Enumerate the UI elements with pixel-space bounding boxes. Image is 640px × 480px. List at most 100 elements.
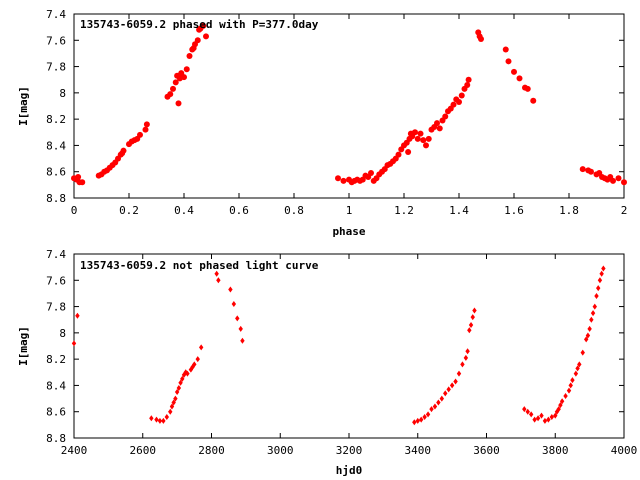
data-point bbox=[443, 390, 448, 397]
y-tick-label: 7.6 bbox=[46, 274, 66, 287]
y-tick-label: 7.4 bbox=[46, 248, 66, 261]
data-point bbox=[580, 349, 585, 356]
x-tick-label: 0.8 bbox=[284, 204, 304, 217]
data-point bbox=[173, 395, 178, 402]
data-point bbox=[231, 300, 237, 307]
tick-marks bbox=[73, 13, 625, 199]
data-point bbox=[464, 81, 471, 88]
x-axis-label: phase bbox=[332, 225, 365, 238]
data-point bbox=[553, 412, 558, 419]
data-point bbox=[75, 173, 82, 180]
y-tick-label: 8 bbox=[59, 87, 66, 100]
chart-title: 135743-6059.2 phased with P=377.0day bbox=[80, 18, 319, 31]
y-tick-label: 7.8 bbox=[46, 61, 66, 74]
data-point bbox=[587, 325, 592, 332]
data-point bbox=[143, 121, 150, 128]
data-point bbox=[594, 293, 599, 300]
data-point bbox=[530, 97, 537, 104]
data-point bbox=[524, 85, 531, 92]
data-point bbox=[425, 135, 432, 142]
data-point bbox=[573, 370, 579, 377]
data-point bbox=[71, 340, 77, 347]
y-tick-label: 8.2 bbox=[46, 353, 66, 366]
data-point bbox=[238, 325, 243, 332]
y-tick-label: 8.6 bbox=[46, 406, 66, 419]
x-tick-label: 4000 bbox=[611, 444, 638, 457]
data-point bbox=[467, 327, 472, 334]
data-point bbox=[434, 120, 440, 127]
data-point bbox=[568, 382, 573, 389]
data-point bbox=[418, 416, 424, 423]
data-point bbox=[542, 417, 548, 424]
data-point bbox=[502, 46, 509, 53]
x-tick-label: 0.4 bbox=[174, 204, 194, 217]
data-point bbox=[185, 370, 190, 377]
y-tick-label: 8.6 bbox=[46, 166, 66, 179]
data-point bbox=[240, 337, 245, 344]
x-tick-label: 0.6 bbox=[229, 204, 249, 217]
data-point bbox=[588, 168, 594, 175]
data-point bbox=[436, 125, 443, 132]
data-point bbox=[558, 402, 563, 409]
data-point bbox=[446, 386, 451, 393]
data-point bbox=[577, 361, 582, 368]
x-tick-labels: 2400 2600 2800 3000 3200 3400 3600 3800 4000 bbox=[61, 444, 638, 457]
data-point bbox=[458, 92, 465, 99]
x-tick-label: 1 bbox=[346, 204, 353, 217]
x-tick-label: 1.2 bbox=[394, 204, 414, 217]
data-point bbox=[468, 321, 474, 328]
data-point bbox=[453, 378, 458, 385]
data-point bbox=[142, 126, 149, 133]
data-point bbox=[417, 130, 424, 137]
data-point bbox=[200, 22, 207, 29]
data-point bbox=[525, 408, 530, 415]
data-point bbox=[535, 415, 541, 422]
data-point bbox=[186, 53, 193, 60]
data-point bbox=[575, 365, 580, 372]
data-point bbox=[180, 375, 185, 382]
data-point bbox=[368, 170, 374, 177]
data-point bbox=[432, 403, 438, 410]
y-tick-label: 8 bbox=[59, 327, 66, 340]
data-point bbox=[395, 151, 402, 158]
y-tick-label: 7.8 bbox=[46, 301, 66, 314]
y-tick-label: 8.8 bbox=[46, 432, 66, 445]
data-point bbox=[450, 101, 457, 108]
x-tick-labels: 0 0.2 0.4 0.6 0.8 1 1.2 1.4 1.6 1.8 2 bbox=[71, 204, 628, 217]
data-point bbox=[599, 270, 604, 277]
data-points bbox=[71, 265, 606, 426]
data-point bbox=[157, 417, 163, 424]
data-point bbox=[415, 417, 420, 424]
data-point bbox=[615, 175, 622, 182]
y-tick-label: 8.2 bbox=[46, 113, 66, 126]
data-point bbox=[549, 413, 555, 420]
x-tick-label: 0 bbox=[71, 204, 78, 217]
data-point bbox=[539, 412, 544, 419]
data-point bbox=[590, 310, 596, 317]
x-tick-label: 3200 bbox=[336, 444, 363, 457]
data-point bbox=[420, 137, 427, 144]
data-point bbox=[505, 58, 512, 65]
data-point bbox=[335, 175, 341, 182]
data-point bbox=[75, 312, 80, 319]
data-point bbox=[465, 348, 470, 355]
y-tick-label: 8.4 bbox=[46, 379, 66, 392]
x-tick-label: 1.6 bbox=[504, 204, 524, 217]
phased-light-curve-panel: 0 0.2 0.4 0.6 0.8 1 1.2 1.4 1.6 1.8 2 7.4 7.6 7.8 8 8.… bbox=[17, 8, 627, 238]
data-point bbox=[188, 366, 194, 373]
data-point bbox=[167, 91, 174, 98]
data-point bbox=[168, 408, 173, 415]
data-point bbox=[405, 149, 412, 155]
data-point bbox=[192, 361, 197, 368]
y-tick-label: 7.6 bbox=[46, 34, 66, 47]
data-point bbox=[556, 406, 561, 413]
data-point bbox=[563, 392, 568, 399]
y-tick-labels: 7.4 7.6 7.8 8 8.2 8.4 8.6 8.8 bbox=[46, 248, 66, 445]
data-point bbox=[137, 131, 143, 138]
data-point bbox=[79, 179, 86, 186]
data-point bbox=[621, 179, 627, 186]
data-point bbox=[164, 413, 170, 420]
data-point bbox=[178, 379, 183, 386]
plot-frame bbox=[73, 253, 625, 439]
x-tick-label: 2800 bbox=[198, 444, 225, 457]
